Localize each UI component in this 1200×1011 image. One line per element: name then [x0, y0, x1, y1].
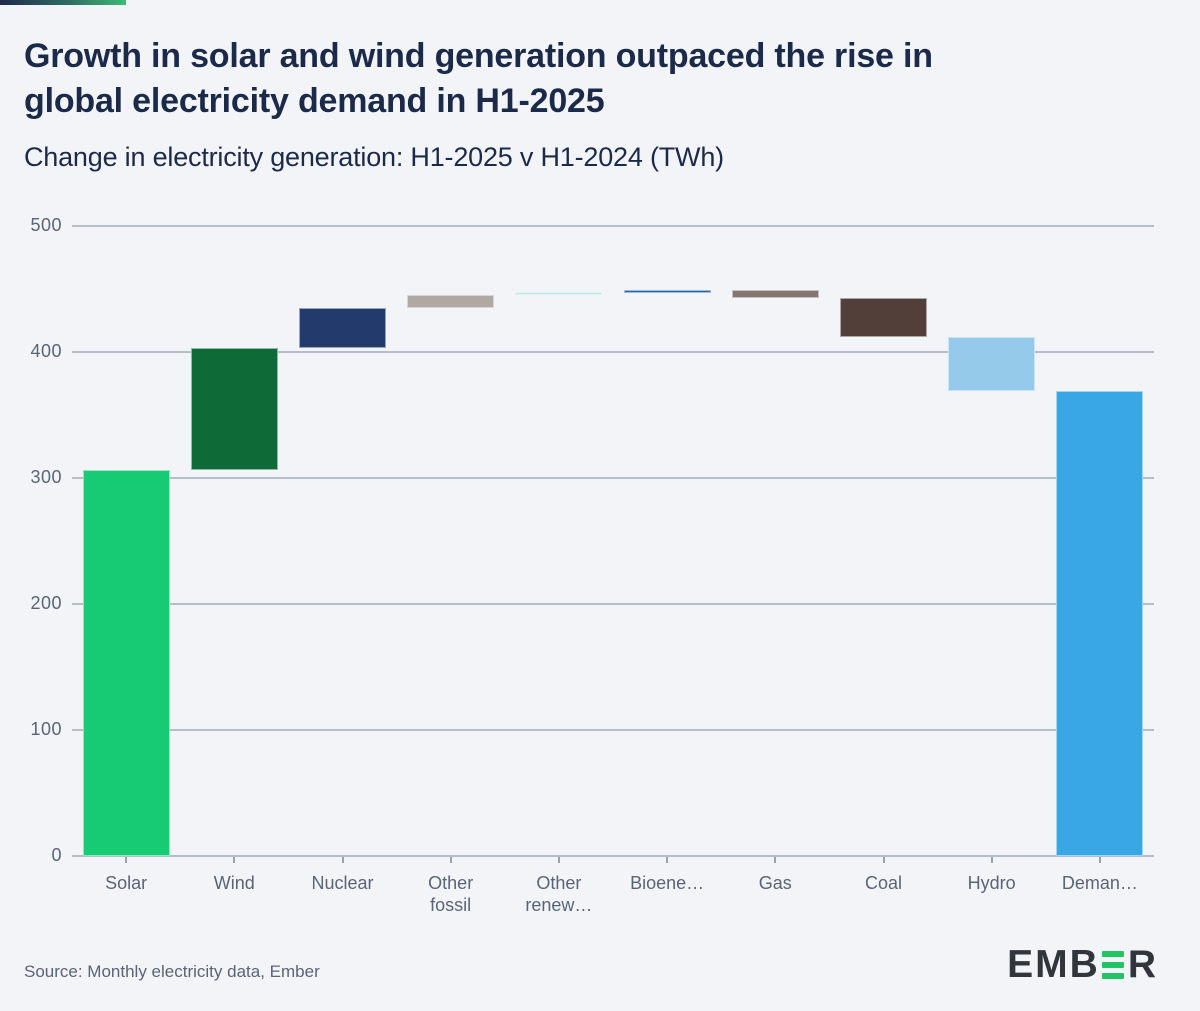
- x-axis-label-other-renewables: Other renew…: [525, 873, 593, 915]
- bar-other-fossil[interactable]: [407, 295, 495, 308]
- y-axis-label-500: 500: [30, 215, 62, 235]
- logo-e-bar-top: [1101, 951, 1124, 957]
- x-axis-label-bioenergy: Bioene…: [630, 873, 705, 893]
- bar-bioenergy[interactable]: [623, 290, 711, 294]
- x-tick-other-fossil: [449, 857, 452, 863]
- x-axis-label-wind: Wind: [213, 873, 255, 893]
- gridline-200: [72, 603, 1154, 605]
- bar-solar[interactable]: [82, 470, 170, 856]
- x-tick-other-renewables: [557, 857, 560, 863]
- brand-accent-bar: [0, 0, 126, 5]
- gridline-500: [72, 225, 1154, 227]
- bar-wind[interactable]: [190, 348, 278, 471]
- bar-coal[interactable]: [840, 297, 927, 337]
- logo-e-bars-icon: [1101, 951, 1124, 979]
- source-note: Source: Monthly electricity data, Ember: [24, 962, 320, 981]
- gridline-300: [72, 477, 1154, 479]
- logo-text-emb: EMB: [1007, 943, 1100, 986]
- x-tick-hydro: [990, 857, 993, 863]
- x-tick-coal: [882, 857, 885, 863]
- x-axis-label-demand: Deman…: [1061, 873, 1138, 893]
- logo-text-r: R: [1127, 943, 1158, 986]
- logo-e-bar-bottom: [1101, 973, 1124, 979]
- gridline-400: [72, 351, 1154, 353]
- x-axis-label-nuclear: Nuclear: [311, 873, 374, 893]
- x-axis-label-coal: Coal: [864, 873, 903, 893]
- bar-hydro[interactable]: [948, 336, 1036, 392]
- x-axis-label-other-fossil: Other fossil: [428, 873, 474, 915]
- y-axis-label-400: 400: [30, 341, 62, 361]
- x-tick-wind: [233, 857, 236, 863]
- x-tick-demand: [1098, 857, 1101, 863]
- x-tick-solar: [125, 857, 128, 863]
- x-axis-label-solar: Solar: [105, 873, 148, 893]
- y-axis-label-200: 200: [30, 593, 62, 613]
- bar-other-renewables[interactable]: [515, 291, 603, 296]
- bar-gas[interactable]: [731, 290, 819, 298]
- logo-e-bar-middle: [1101, 962, 1124, 968]
- gridline-0: [72, 855, 1154, 857]
- plot-area: [72, 225, 1154, 857]
- bar-nuclear[interactable]: [299, 307, 386, 349]
- x-tick-gas: [774, 857, 777, 863]
- y-axis-label-300: 300: [30, 467, 62, 487]
- y-axis-label-0: 0: [51, 845, 62, 865]
- ember-logo: EMB R: [1007, 943, 1158, 987]
- x-axis-label-gas: Gas: [758, 873, 792, 893]
- chart-title: Growth in solar and wind generation outp…: [24, 34, 933, 124]
- chart-title-line-2: global electricity demand in H1-2025: [24, 82, 605, 120]
- y-axis-label-100: 100: [30, 719, 62, 739]
- x-tick-bioenergy: [666, 857, 669, 863]
- x-axis-label-hydro: Hydro: [967, 873, 1016, 893]
- chart-title-line-1: Growth in solar and wind generation outp…: [24, 37, 933, 75]
- bar-demand[interactable]: [1056, 391, 1144, 856]
- gridline-100: [72, 729, 1154, 731]
- chart-subtitle: Change in electricity generation: H1-202…: [24, 142, 724, 172]
- x-tick-nuclear: [341, 857, 344, 863]
